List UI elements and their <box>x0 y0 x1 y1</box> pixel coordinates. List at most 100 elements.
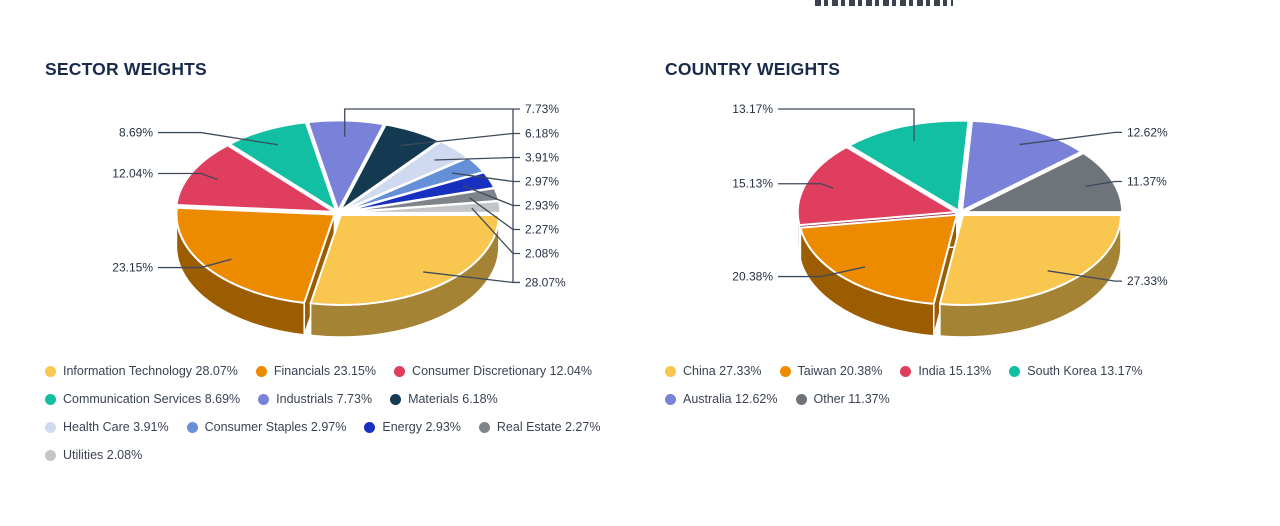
legend-item: Australia 12.62% <box>665 392 778 407</box>
percent-label: 28.07% <box>525 275 566 289</box>
percent-label: 2.97% <box>525 174 559 188</box>
country-weights-pie-chart: 12.62% 11.37% 27.33% 13.17% 15.13% 20.38% <box>732 102 1168 338</box>
leader-line <box>158 172 218 181</box>
country-weights-legend: China 27.33% Taiwan 20.38% India 15.13% Sou… <box>665 364 1245 407</box>
legend-label: Taiwan 20.38% <box>797 364 883 378</box>
pie-slice <box>228 121 337 212</box>
legend-item: Consumer Discretionary 12.04% <box>394 364 592 379</box>
percent-label: 11.37% <box>1127 175 1167 189</box>
legend-dot <box>258 394 270 405</box>
leader-line <box>778 108 915 142</box>
percent-label: 3.91% <box>525 150 559 164</box>
legend-dot <box>1009 366 1021 377</box>
sector-weights-panel: SECTOR WEIGHTS 7.73% 6.18% 3.91% 2.97% 2.93%… <box>45 58 630 463</box>
legend-item: Communication Services 8.69% <box>45 392 240 407</box>
legend-dot <box>45 366 56 377</box>
legend-dot <box>45 422 56 433</box>
pie-slice <box>938 213 1122 306</box>
pie-slice <box>796 146 957 227</box>
percent-label: 15.13% <box>732 177 773 191</box>
legend-label: Materials 6.18% <box>408 392 498 406</box>
legend-label: Real Estate 2.27% <box>496 420 601 434</box>
pie-slice <box>960 119 1083 212</box>
pie-slice <box>799 213 958 305</box>
leader-line <box>778 183 834 189</box>
legend-dot <box>390 394 402 405</box>
legend-item: Consumer Staples 2.97% <box>186 420 347 435</box>
pie-slice <box>963 152 1124 214</box>
legend-label: Consumer Discretionary 12.04% <box>412 364 592 378</box>
percent-label: 2.27% <box>525 222 559 236</box>
legend-item: India 15.13% <box>900 364 991 379</box>
legend-dot <box>478 422 490 433</box>
leader-line <box>1019 131 1122 146</box>
percent-label: 23.15% <box>112 261 153 275</box>
leader-line <box>468 197 520 231</box>
legend-item: Other 11.37% <box>795 392 890 407</box>
sector-weights-pie-chart: 7.73% 6.18% 3.91% 2.97% 2.93% 2.27% 2.08% 28.07… <box>112 102 566 338</box>
percent-label: 27.33% <box>1127 274 1168 288</box>
legend-dot <box>900 366 912 377</box>
leader-line <box>778 266 866 278</box>
legend-dot <box>364 422 376 433</box>
pie-slice <box>175 206 336 304</box>
legend-dot <box>255 366 267 377</box>
legend-dot <box>779 366 791 377</box>
legend-dot <box>394 366 406 377</box>
legend-item: Materials 6.18% <box>390 392 498 407</box>
legend-label: India 15.13% <box>918 364 992 378</box>
legend-dot <box>45 394 56 405</box>
percent-label: 7.73% <box>525 102 559 116</box>
legend-dot <box>186 422 198 433</box>
country-weights-title: COUNTRY WEIGHTS <box>665 59 841 79</box>
legend-label: Other 11.37% <box>813 392 890 406</box>
leader-line <box>158 258 232 269</box>
legend-item: Financials 23.15% <box>255 364 376 379</box>
leader-line <box>1047 270 1122 282</box>
pie-slice <box>175 144 335 213</box>
legend-label: Communication Services 8.69% <box>63 392 241 406</box>
leader-line <box>452 172 520 183</box>
leader-line <box>158 131 278 146</box>
legend-item: Taiwan 20.38% <box>779 364 883 379</box>
legend-dot <box>665 394 676 405</box>
legend-item: China 27.33% <box>665 364 762 379</box>
clipped-text-fragment <box>815 0 953 6</box>
legend-label: Consumer Staples 2.97% <box>204 420 347 434</box>
percent-label: 12.62% <box>1127 125 1168 139</box>
percent-label: 8.69% <box>119 126 153 140</box>
leader-line <box>462 185 520 207</box>
sector-weights-legend: Information Technology 28.07% Financials … <box>45 364 625 463</box>
percent-label: 20.38% <box>732 270 773 284</box>
legend-label: Utilities 2.08% <box>63 448 143 462</box>
percent-label: 6.18% <box>525 126 559 140</box>
legend-item: Energy 2.93% <box>364 420 461 435</box>
legend-item: Industrials 7.73% <box>258 392 372 407</box>
percent-label: 2.08% <box>525 246 559 260</box>
legend-item: Information Technology 28.07% <box>45 364 238 379</box>
pie-slice <box>306 119 385 212</box>
legend-label: Energy 2.93% <box>382 420 461 434</box>
leader-line <box>434 156 520 161</box>
legend-label: Health Care 3.91% <box>63 420 169 434</box>
legend-label: Australia 12.62% <box>683 392 778 406</box>
leader-line <box>1085 180 1122 187</box>
legend-item: Utilities 2.08% <box>45 448 142 463</box>
percent-label: 13.17% <box>732 102 773 116</box>
legend-label: Industrials 7.73% <box>276 392 373 406</box>
legend-item: South Korea 13.17% <box>1009 364 1143 379</box>
legend-dot <box>795 394 807 405</box>
leader-line <box>423 271 520 284</box>
sector-weights-title: SECTOR WEIGHTS <box>45 59 207 79</box>
leader-line <box>400 132 520 147</box>
legend-label: South Korea 13.17% <box>1027 364 1143 378</box>
legend-item: Real Estate 2.27% <box>478 420 601 435</box>
legend-label: Information Technology 28.07% <box>63 364 238 378</box>
country-weights-panel: COUNTRY WEIGHTS 12.62% 11.37% 27.33% 13.17%… <box>665 58 1250 407</box>
leader-line <box>471 207 520 255</box>
percent-label: 2.93% <box>525 198 559 212</box>
pie-slice <box>341 200 502 214</box>
legend-dot <box>45 450 56 461</box>
percent-label: 12.04% <box>112 167 153 181</box>
legend-dot <box>665 366 676 377</box>
